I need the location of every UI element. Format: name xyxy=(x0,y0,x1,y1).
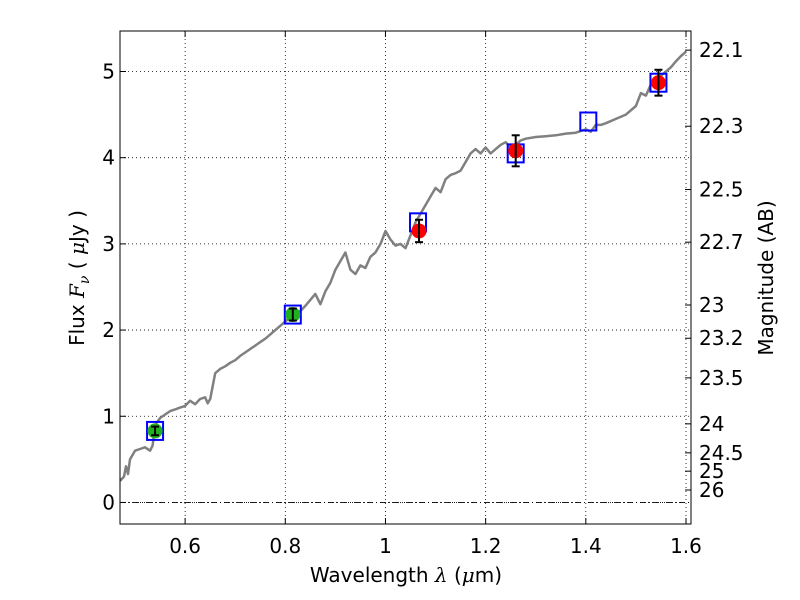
magnitude-tick-label: 23 xyxy=(699,293,724,317)
magnitude-tick-label: 22.7 xyxy=(699,230,744,254)
x-axis-ticks: 0.6 0.8 1 1.2 1.4 1.6 xyxy=(169,31,702,558)
photometry-square-marker xyxy=(283,304,302,325)
magnitude-tick-label: 24 xyxy=(699,412,724,436)
x-tick-label: 0.6 xyxy=(169,534,201,558)
y-tick-label: 5 xyxy=(102,60,115,84)
y-tick-label: 2 xyxy=(102,318,115,342)
x-tick-label: 1.4 xyxy=(570,534,602,558)
x-tick-label: 1.6 xyxy=(670,534,702,558)
magnitude-tick-label: 22.1 xyxy=(699,38,744,62)
magnitude-tick-label: 23.5 xyxy=(699,366,744,390)
magnitude-tick-label: 26 xyxy=(699,478,724,502)
y-axis-ticks: 0 1 2 3 4 5 xyxy=(102,60,126,514)
magnitude-tick-label: 22.5 xyxy=(699,178,744,202)
grid-lines xyxy=(120,31,691,524)
x-tick-label: 1 xyxy=(379,534,392,558)
y-tick-label: 1 xyxy=(102,404,115,428)
magnitude-axis-label: Magnitude (AB) xyxy=(754,200,778,355)
photometry-square-marker xyxy=(146,420,165,441)
y-tick-label: 4 xyxy=(102,146,115,170)
photometry-square-marker xyxy=(579,111,598,132)
y-tick-label: 3 xyxy=(102,232,115,256)
magnitude-tick-label: 24.5 xyxy=(699,441,744,465)
x-axis-label: Wavelength λ (μm) xyxy=(310,563,502,587)
magnitude-tick-label: 23.2 xyxy=(699,326,744,350)
magnitude-tick-label: 22.3 xyxy=(699,114,744,138)
x-tick-label: 1.2 xyxy=(470,534,502,558)
y-tick-label: 0 xyxy=(102,490,115,514)
synthetic-photometry-squares xyxy=(146,72,668,441)
x-tick-label: 0.8 xyxy=(269,534,301,558)
plot-frame xyxy=(119,30,692,525)
observed-photometry-points xyxy=(147,68,666,439)
magnitude-tick-label: 25 xyxy=(699,459,724,483)
y-axis-label: Flux Fν ( μJy ) xyxy=(65,210,93,346)
model-spectrum-line xyxy=(119,50,687,482)
